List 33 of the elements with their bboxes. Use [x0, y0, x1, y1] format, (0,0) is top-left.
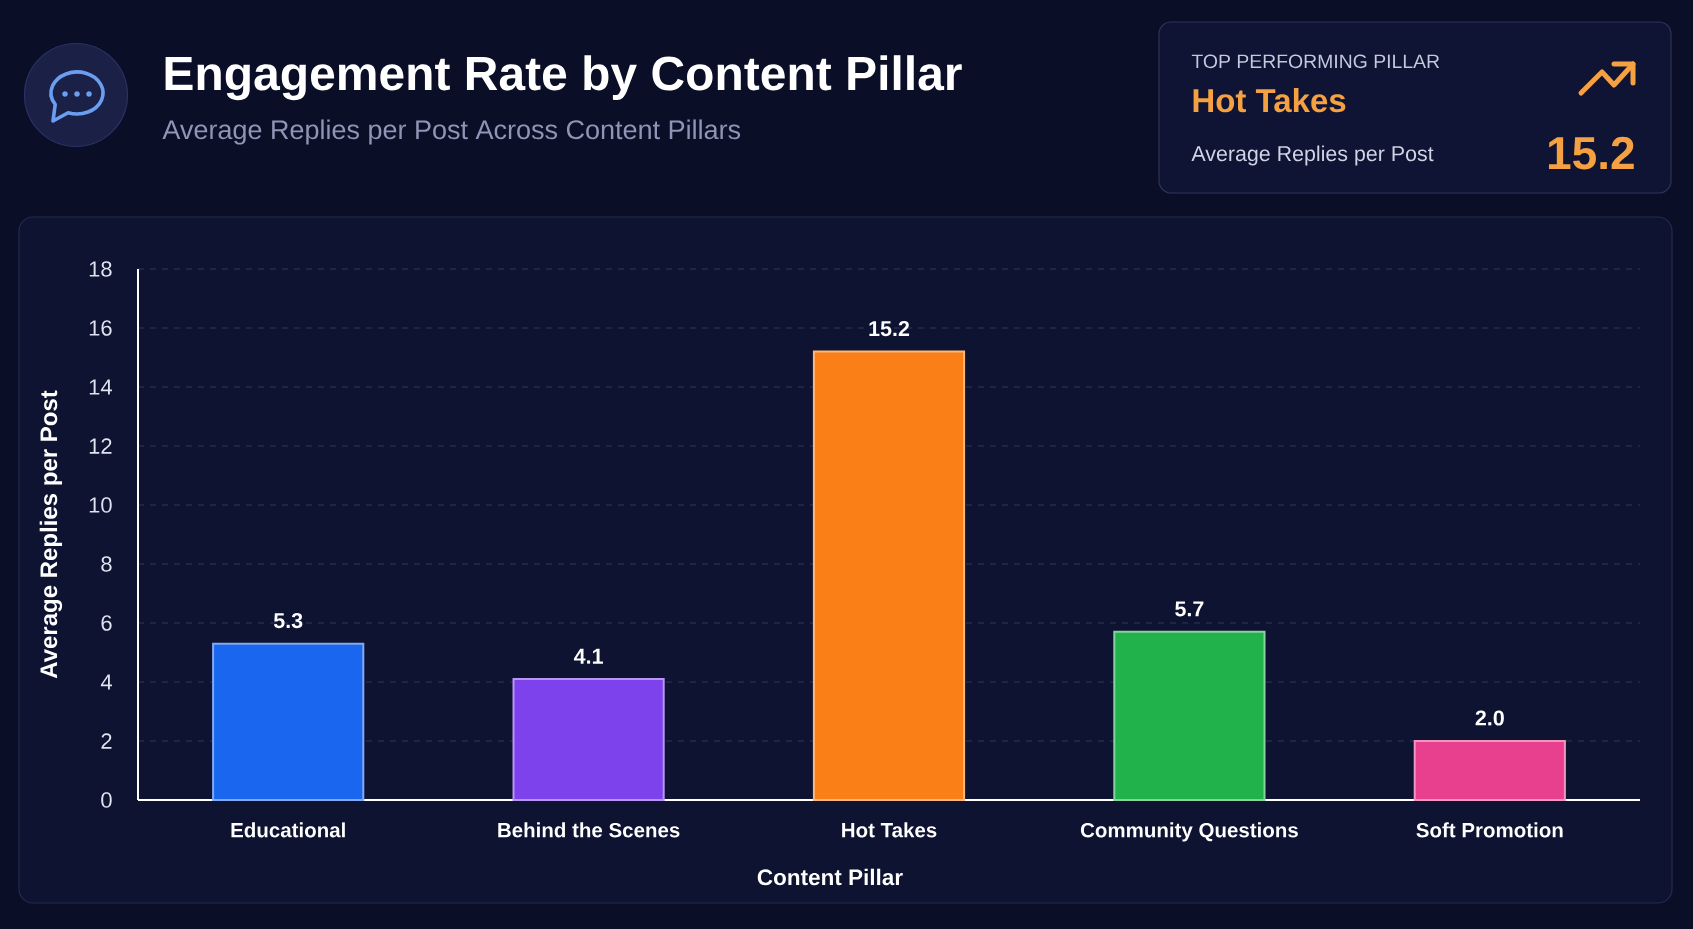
y-tick-label: 12 [89, 438, 112, 454]
y-tick-label: 14 [89, 379, 112, 395]
text: Average Replies per Post [1191, 145, 1434, 166]
y-tick-label: 2 [101, 733, 112, 749]
text: Hot Takes [1193, 88, 1346, 113]
x-tick-label: Soft Promotion [1416, 822, 1563, 838]
bar [1113, 630, 1266, 801]
chart-title: Engagement Rate by Content Pillar [165, 55, 962, 101]
y-axis-title: Average Replies per Post [39, 390, 63, 679]
x-tick-label: Hot Takes [842, 822, 937, 838]
data-label: 5.7 [1175, 601, 1204, 617]
bar [812, 350, 966, 801]
bar [512, 678, 665, 801]
x-tick-label: Educational [231, 822, 345, 838]
y-tick-label: 18 [89, 261, 112, 277]
chart-subtitle: Average Replies per Post Across Content Pillars [162, 119, 741, 145]
bar [212, 642, 365, 801]
bar [1413, 739, 1566, 801]
x-tick-label: Behind the Scenes [498, 822, 680, 838]
y-tick-label: 10 [89, 497, 112, 513]
y-tick-label: 4 [100, 674, 112, 690]
y-tick-label: 6 [101, 615, 112, 631]
y-tick-label: 0 [101, 792, 112, 808]
text: TOP PERFORMING PILLAR [1191, 54, 1440, 69]
x-tick-label: Community Questions [1080, 822, 1298, 842]
data-label: 5.3 [273, 613, 303, 629]
x-axis-title: Content Pillar [757, 868, 903, 886]
data-label: 15.2 [869, 320, 910, 337]
text: 15.2 [1548, 136, 1634, 170]
data-label: 4.1 [573, 648, 603, 664]
data-label: 2.0 [1475, 710, 1504, 726]
y-tick-label: 16 [89, 320, 112, 336]
y-tick-label: 8 [101, 556, 112, 572]
